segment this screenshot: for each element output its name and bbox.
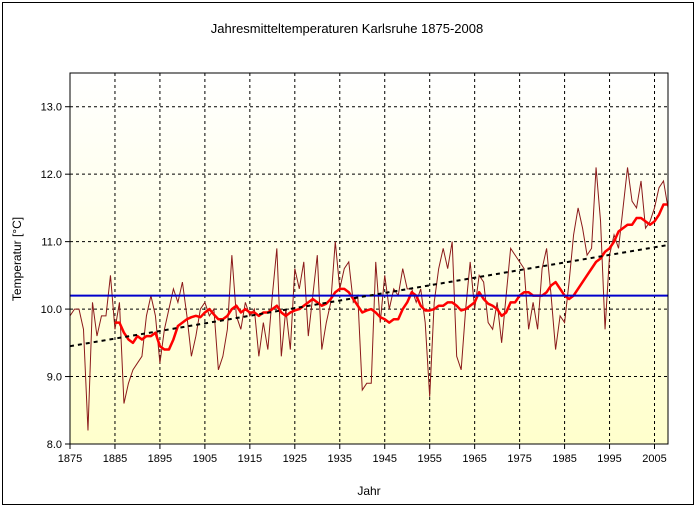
y-tick-label: 13.0 (41, 102, 62, 114)
x-tick-label: 1925 (283, 453, 307, 465)
plot-area (70, 73, 668, 444)
x-tick-label: 1945 (372, 453, 396, 465)
x-tick-label: 1935 (328, 453, 352, 465)
y-tick-label: 9.0 (47, 372, 62, 384)
y-tick-label: 11.0 (41, 237, 62, 249)
x-tick-label: 1975 (507, 453, 531, 465)
x-axis-title: Jahr (357, 484, 380, 498)
annual-temperature-line (69, 167, 669, 431)
y-tick-label: 8.0 (47, 439, 62, 451)
series-group (69, 167, 669, 431)
plot-border (69, 72, 669, 445)
x-tick-label: 1965 (462, 453, 486, 465)
x-tick-label: 1955 (417, 453, 441, 465)
y-axis-title: Temperatur [°C] (10, 217, 24, 301)
x-tick-label: 2005 (642, 453, 666, 465)
y-tick-label: 10.0 (41, 304, 62, 316)
x-tick-label: 1875 (58, 453, 82, 465)
chart-title: Jahresmitteltemperaturen Karlsruhe 1875-… (211, 21, 483, 36)
x-tick-label: 1905 (193, 453, 217, 465)
grid-lines (70, 73, 668, 444)
x-tick-label: 1985 (552, 453, 576, 465)
y-tick-label: 12.0 (41, 169, 62, 181)
x-tick-label: 1895 (148, 453, 172, 465)
trend-line (69, 244, 669, 348)
moving-average-line (114, 203, 668, 351)
x-tick-label: 1995 (597, 453, 621, 465)
line-chart: Jahresmitteltemperaturen Karlsruhe 1875-… (10, 21, 669, 498)
chart-frame: Jahresmitteltemperaturen Karlsruhe 1875-… (2, 2, 694, 505)
x-tick-label: 1885 (103, 453, 127, 465)
axis-labels: 1875 1885 1895 1905 1915 1925 1935 1945 1955 1965… (41, 102, 667, 465)
x-tick-label: 1915 (238, 453, 262, 465)
